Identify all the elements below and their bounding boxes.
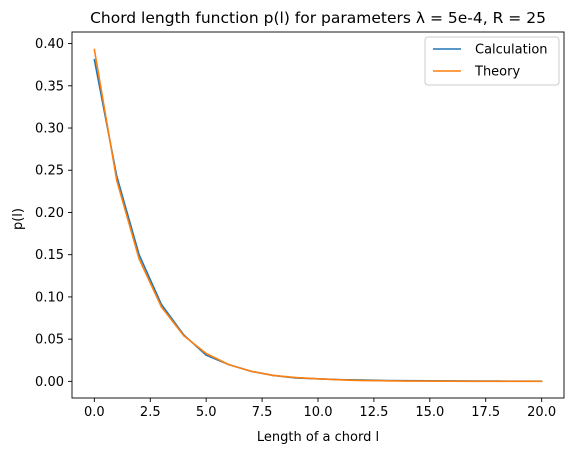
data-point-theory bbox=[451, 380, 453, 382]
y-tick-label: 0.15 bbox=[35, 248, 64, 263]
y-tick-label: 0.25 bbox=[35, 164, 64, 179]
plot-frame bbox=[71, 31, 565, 399]
x-tick-label: 5.0 bbox=[196, 405, 217, 420]
x-tick-label: 12.5 bbox=[359, 405, 388, 420]
data-point-theory bbox=[250, 370, 252, 373]
y-tick-label: 0.20 bbox=[35, 206, 64, 221]
data-point-theory bbox=[429, 380, 431, 382]
x-tick-label: 0.0 bbox=[84, 405, 105, 420]
x-tick-label: 17.5 bbox=[471, 405, 500, 420]
data-point-theory bbox=[473, 380, 476, 383]
data-point-theory bbox=[384, 379, 386, 382]
x-axis-label: Length of a chord l bbox=[257, 430, 379, 445]
data-point-calculation bbox=[205, 354, 207, 356]
y-tick-label: 0.30 bbox=[35, 122, 64, 137]
x-tick-label: 15.0 bbox=[415, 405, 444, 420]
data-point-calculation bbox=[93, 58, 96, 61]
x-tick-label: 7.5 bbox=[252, 405, 273, 420]
data-point-theory bbox=[317, 378, 319, 380]
legend-label-calculation: Calculation bbox=[475, 43, 548, 58]
legend-label-theory: Theory bbox=[474, 65, 520, 80]
data-point-theory bbox=[406, 380, 409, 382]
data-point-theory bbox=[93, 48, 96, 51]
data-point-theory bbox=[160, 306, 163, 308]
data-point-theory bbox=[496, 380, 498, 383]
data-point-theory bbox=[518, 380, 521, 383]
x-tick-label: 20.0 bbox=[527, 405, 556, 420]
data-point-theory bbox=[361, 379, 364, 382]
series-line-theory bbox=[93, 49, 542, 383]
y-tick-label: 0.35 bbox=[35, 79, 64, 94]
x-tick-label: 10.0 bbox=[304, 405, 333, 420]
series-line-calculation bbox=[93, 59, 542, 382]
x-tick-label: 2.5 bbox=[140, 405, 161, 420]
data-point-theory bbox=[138, 258, 140, 260]
y-tick-label: 0.40 bbox=[35, 37, 64, 52]
axes-layer: 0.0 2.5 5.0 7.5 10.0 12.5 15.0 17.5 20.0 0.00 0.05… bbox=[35, 31, 565, 420]
data-point-theory bbox=[205, 352, 207, 355]
series-layer bbox=[93, 48, 543, 383]
data-point-theory bbox=[294, 376, 297, 379]
y-tick-label: 0.05 bbox=[35, 333, 64, 348]
y-tick-label: 0.00 bbox=[35, 375, 64, 390]
chart-title: Chord length function p(l) for parameter… bbox=[90, 9, 546, 27]
data-point-theory bbox=[115, 179, 118, 182]
data-point-theory bbox=[227, 363, 230, 366]
y-tick-label: 0.10 bbox=[35, 290, 64, 305]
data-point-theory bbox=[272, 374, 275, 377]
data-point-theory bbox=[339, 379, 342, 381]
legend: Calculation Theory bbox=[424, 36, 560, 86]
data-point-theory bbox=[183, 334, 185, 337]
y-axis-label: p(l) bbox=[11, 208, 26, 230]
data-point-theory bbox=[540, 380, 543, 383]
